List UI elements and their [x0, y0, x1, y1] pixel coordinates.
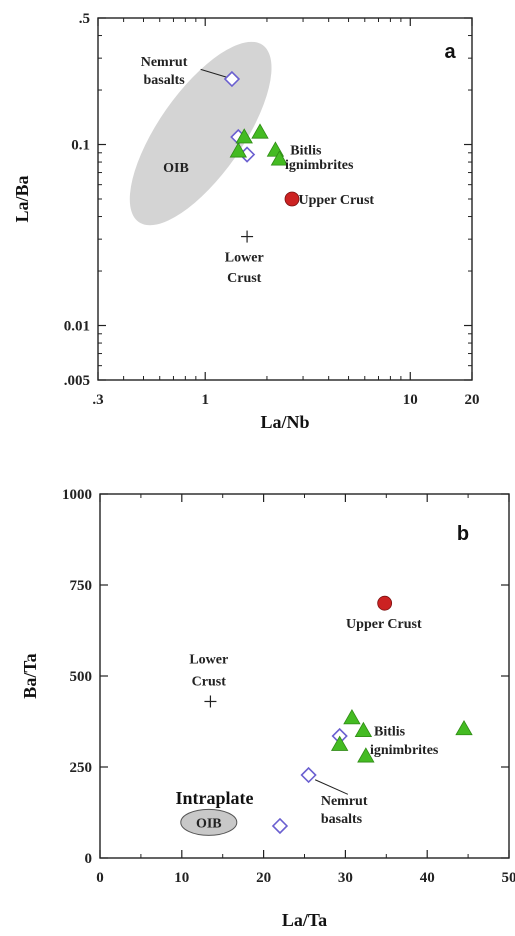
diamond-point	[300, 766, 317, 784]
y-tick-label: 500	[70, 669, 93, 685]
annotation-label: Upper Crust	[298, 193, 374, 208]
annotation-label: basalts	[143, 73, 185, 88]
y-tick-label: 0	[85, 851, 93, 867]
x-axis-label: La/Ta	[282, 910, 327, 930]
panel-letter: b	[457, 523, 469, 545]
nemrut-leader-line	[314, 779, 349, 795]
y-tick-label: 250	[70, 760, 93, 776]
panel-letter: a	[444, 41, 456, 63]
x-tick-label: 30	[338, 870, 353, 886]
nemrut-leader-line	[200, 68, 228, 78]
y-tick-label: .005	[64, 373, 90, 389]
x-tick-label: 20	[465, 392, 480, 408]
annotation-label: Upper Crust	[346, 617, 422, 632]
panel-a: OIB .3 1 10 20 .5 0.1 0.01 .005 La/Nb La/Ba a Nemrut…	[12, 11, 480, 432]
y-tick-label: .5	[79, 11, 90, 27]
triangle-point	[235, 128, 253, 144]
annotation-label: Bitlis	[290, 143, 322, 158]
triangle-point	[330, 735, 349, 751]
circle-point	[284, 191, 300, 207]
x-axis-label: La/Nb	[260, 412, 309, 432]
x-tick-label: 20	[256, 870, 271, 886]
annotation-label: basalts	[321, 812, 363, 827]
x-tick-label: 10	[174, 870, 189, 886]
x-tick-label: 1	[201, 392, 209, 408]
diamond-point	[223, 70, 241, 88]
y-tick-label: 750	[70, 578, 93, 594]
annotation-label: ignimbrites	[285, 158, 354, 173]
x-tick-label: .3	[92, 392, 103, 408]
y-axis-label: Ba/Ta	[20, 653, 40, 698]
oib-region	[180, 808, 238, 836]
y-axis-label: La/Ba	[12, 175, 32, 222]
oib-label: OIB	[163, 161, 189, 176]
x-tick-label: 50	[502, 870, 515, 886]
y-tick-label: 1000	[62, 487, 92, 503]
x-tick-label: 40	[420, 870, 435, 886]
diamond-point	[271, 817, 289, 835]
plot-frame	[99, 493, 510, 859]
triangle-point	[455, 719, 473, 736]
triangle-point	[270, 150, 289, 166]
annotation-label: Lower	[189, 653, 228, 668]
x-tick-label: 0	[96, 870, 104, 886]
triangle-point	[357, 747, 375, 763]
annotation-label: Lower	[225, 251, 264, 266]
circle-point	[377, 595, 393, 611]
oib-label: OIB	[196, 816, 222, 831]
triangle-point	[229, 142, 247, 158]
annotation-label: Nemrut	[141, 55, 188, 70]
x-tick-label: 10	[403, 392, 418, 408]
y-tick-label: 0.01	[64, 319, 90, 335]
annotation-label: Crust	[192, 674, 227, 689]
y-tick-label: 0.1	[71, 138, 90, 154]
annotation-label: Nemrut	[321, 794, 368, 809]
annotation-label: Crust	[227, 271, 262, 286]
triangle-point	[343, 709, 361, 725]
triangle-point	[354, 721, 373, 737]
annotation-label: ignimbrites	[370, 743, 439, 758]
annotation-label: Bitlis	[374, 725, 406, 740]
annotation-label: Intraplate	[176, 788, 254, 808]
oib-region	[129, 41, 272, 226]
triangle-point	[251, 123, 269, 139]
